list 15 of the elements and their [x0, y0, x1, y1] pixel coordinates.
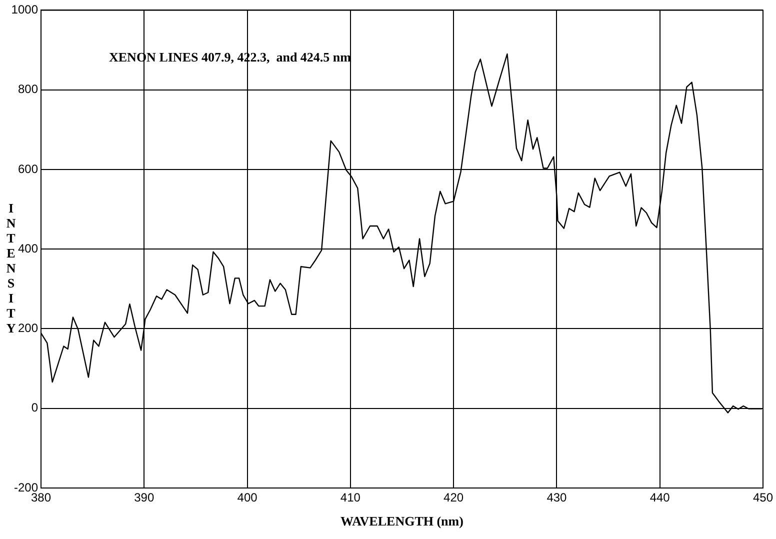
- x-tick-label: 390: [134, 490, 154, 505]
- x-tick-label: 440: [650, 490, 670, 505]
- y-tick-label: 400: [18, 241, 38, 256]
- y-tick-label: 0: [31, 400, 38, 415]
- y-tick-label: 800: [18, 82, 38, 96]
- x-tick-label: 450: [752, 490, 774, 505]
- y-tick-label: 1000: [11, 2, 38, 17]
- y-tick-label: 600: [18, 162, 38, 176]
- x-tick-label: 420: [444, 490, 464, 505]
- x-axis-title: WAVELENGTH (nm): [340, 513, 464, 528]
- y-tick-label: 200: [18, 321, 38, 336]
- x-tick-label: 410: [340, 490, 361, 505]
- x-tick-label: 400: [237, 490, 258, 505]
- x-tick-label: 430: [546, 490, 568, 505]
- text: INTENSITY: [6, 200, 16, 336]
